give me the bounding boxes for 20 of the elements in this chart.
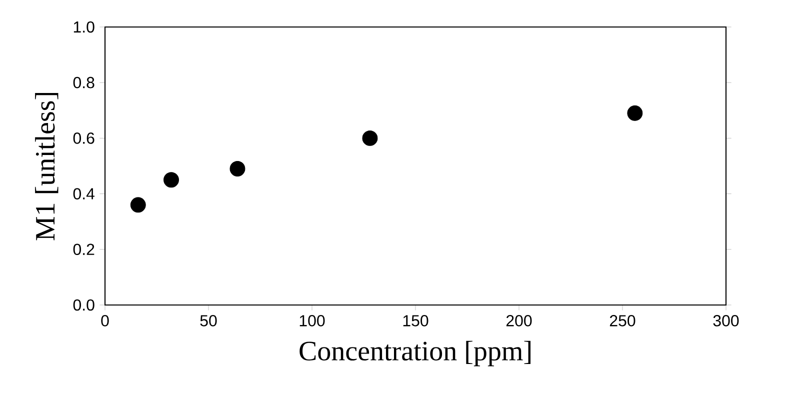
x-tick-label: 300 (713, 315, 739, 326)
x-tick-label: 150 (403, 315, 428, 326)
y-tick-label: 0.2 (73, 244, 94, 256)
point (230, 161, 246, 176)
x-tick-label: 250 (610, 315, 636, 326)
y-tick-label: 0.6 (73, 132, 94, 144)
x-tick-label: 200 (506, 315, 532, 326)
x-axis-title: Concentration [ppm] (300, 340, 530, 366)
point (130, 197, 146, 213)
y-tick-label: 0.0 (73, 299, 94, 311)
y-axis-title: M1 [unitless] (35, 93, 58, 240)
x-tick-label: 100 (300, 315, 325, 326)
x-tick-label: 0 (101, 315, 109, 326)
y-tick-label: 1.0 (74, 21, 94, 33)
point (164, 172, 179, 188)
y-tick-label: 0.8 (73, 76, 94, 88)
point (362, 130, 378, 146)
y-tick-label: 0.4 (73, 188, 94, 200)
x-tick-label: 50 (200, 315, 217, 326)
point (627, 105, 643, 121)
